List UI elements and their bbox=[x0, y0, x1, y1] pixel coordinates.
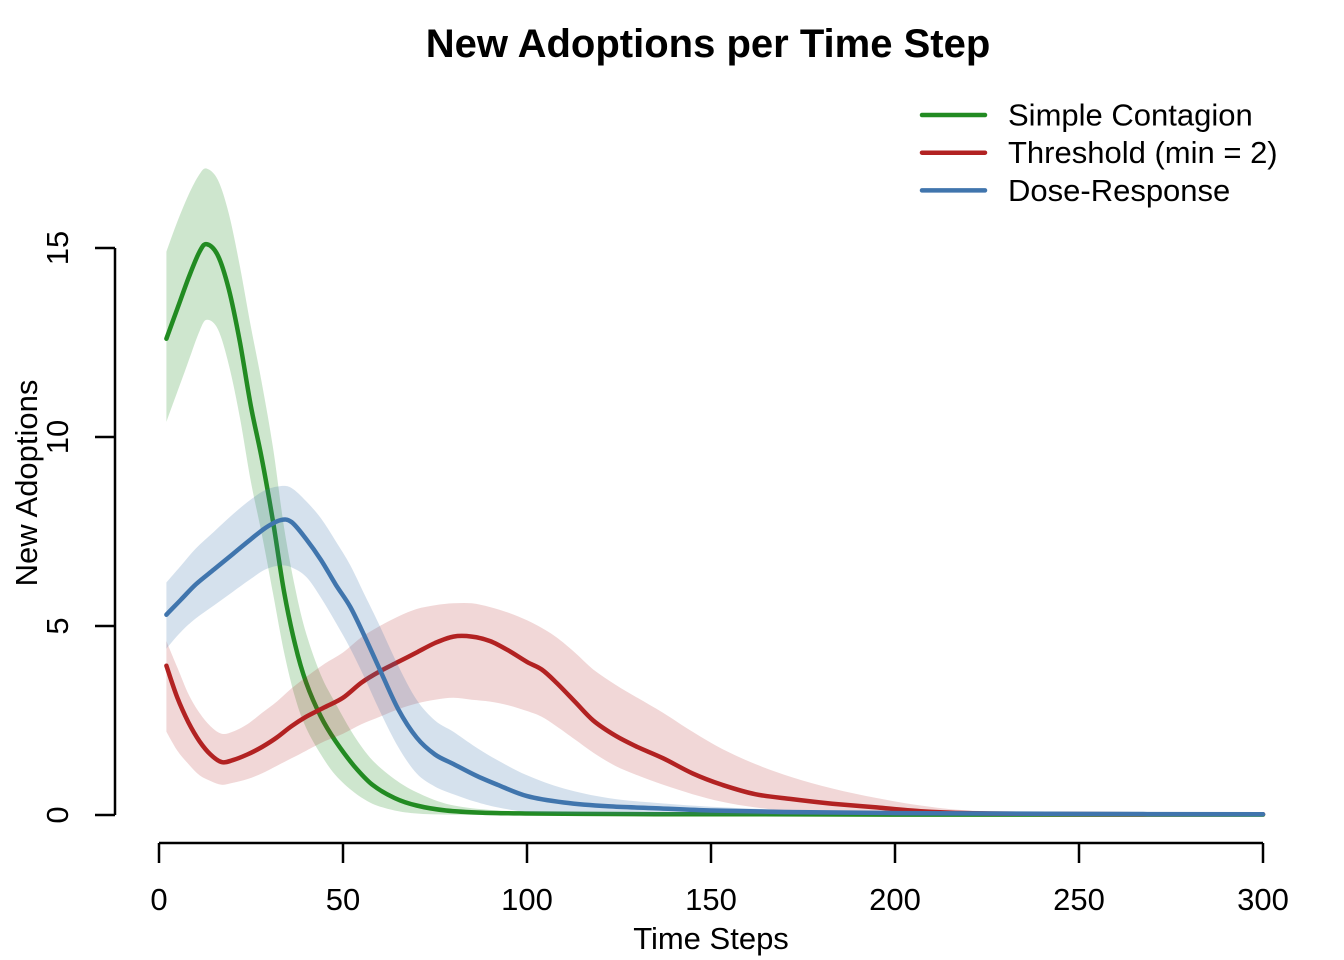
confidence-band-threshold-min-2 bbox=[166, 602, 1263, 816]
y-tick-label: 5 bbox=[40, 617, 75, 634]
x-tick-label: 0 bbox=[150, 882, 167, 917]
confidence-band-dose-response bbox=[166, 485, 1263, 816]
legend-item-threshold-min-2: Threshold (min = 2) bbox=[919, 135, 1278, 170]
y-axis-label: New Adoptions bbox=[9, 380, 44, 587]
x-axis-label: Time Steps bbox=[633, 921, 789, 956]
x-tick-label: 300 bbox=[1237, 882, 1289, 917]
x-tick-label: 150 bbox=[685, 882, 737, 917]
x-tick-label: 100 bbox=[501, 882, 553, 917]
legend-label: Dose-Response bbox=[1008, 173, 1230, 208]
series-line-simple-contagion bbox=[164, 241, 1266, 817]
series-dose-response bbox=[164, 485, 1266, 817]
series-simple-contagion bbox=[164, 168, 1266, 817]
y-tick-label: 15 bbox=[40, 231, 75, 265]
legend-label: Threshold (min = 2) bbox=[1008, 135, 1278, 170]
x-tick-label: 250 bbox=[1053, 882, 1105, 917]
series-line-dose-response bbox=[164, 517, 1266, 817]
legend-label: Simple Contagion bbox=[1008, 98, 1253, 133]
x-tick-label: 200 bbox=[869, 882, 921, 917]
axes-layer: 0 50 100 150 200 250 300 0 5 10 15 bbox=[40, 231, 1289, 917]
y-axis: 0 5 10 15 bbox=[40, 231, 117, 824]
x-tick-label: 50 bbox=[326, 882, 360, 917]
legend-item-dose-response: Dose-Response bbox=[919, 173, 1230, 208]
chart-title: New Adoptions per Time Step bbox=[426, 22, 991, 66]
series-threshold-min-2 bbox=[164, 602, 1266, 817]
series-line-threshold-min-2 bbox=[164, 633, 1266, 817]
legend-item-simple-contagion: Simple Contagion bbox=[919, 98, 1253, 133]
x-axis: 0 50 100 150 200 250 300 bbox=[150, 841, 1289, 917]
series-layer bbox=[164, 168, 1266, 817]
y-tick-label: 10 bbox=[40, 420, 75, 454]
y-tick-label: 0 bbox=[40, 806, 75, 823]
